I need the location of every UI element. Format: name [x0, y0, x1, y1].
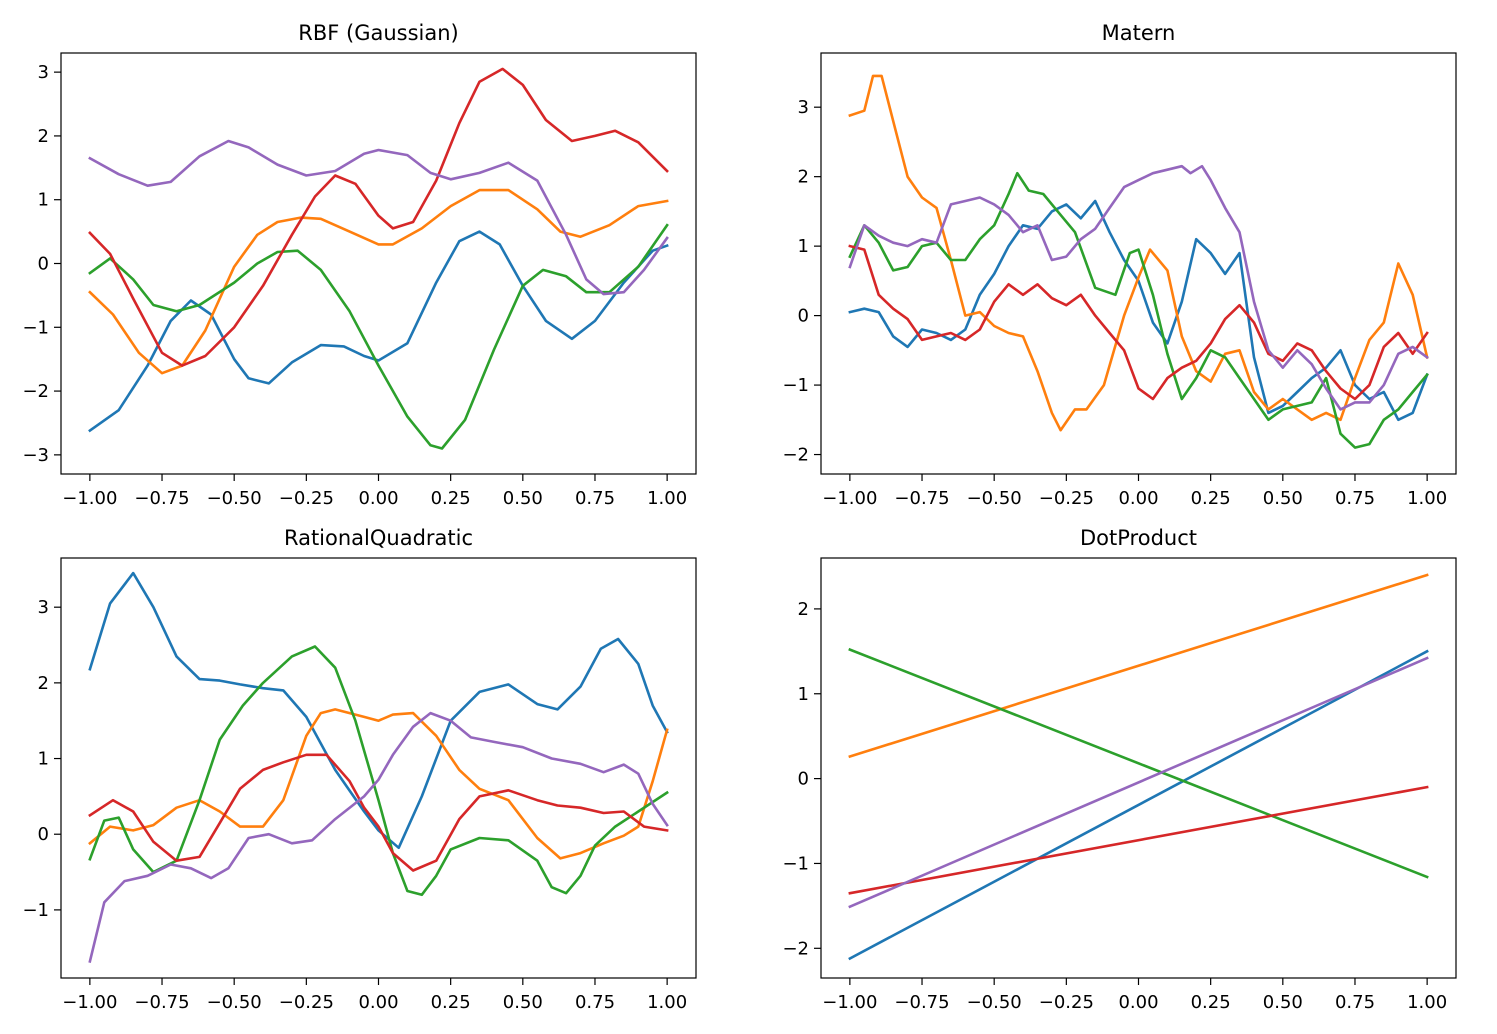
y-tick-label: 0: [38, 824, 49, 845]
series-line-2: [88, 188, 669, 375]
y-tick-label: 1: [798, 684, 809, 705]
y-tick-label: −2: [782, 445, 809, 466]
series-line-4: [848, 785, 1429, 895]
x-tick-label: −0.50: [967, 488, 1022, 509]
y-tick-label: 0: [798, 769, 809, 790]
x-tick-label: −0.75: [134, 992, 189, 1013]
y-tick-label: 2: [798, 599, 809, 620]
y-tick-label: 1: [798, 236, 809, 257]
subplot-title: RBF (Gaussian): [298, 21, 458, 45]
x-tick-label: 0.00: [358, 992, 398, 1013]
x-tick-label: 0.50: [503, 488, 543, 509]
x-tick-label: −1.00: [62, 488, 117, 509]
series-line-4: [848, 244, 1429, 401]
series-line-1: [88, 571, 669, 850]
x-tick-label: 1.00: [1407, 488, 1447, 509]
x-tick-label: 0.50: [503, 992, 543, 1013]
subplot-title: Matern: [1102, 21, 1176, 45]
x-tick-label: −0.25: [279, 488, 334, 509]
x-tick-label: 1.00: [647, 992, 687, 1013]
series-line-4: [88, 753, 669, 872]
subplot-3: −1.00 −0.75 −0.50 −0.25 0.00 0.25 0.50 0.75 1.00…: [22, 526, 697, 1013]
y-tick-label: −1: [782, 375, 809, 396]
x-tick-label: −1.00: [822, 488, 877, 509]
series-line-1: [88, 230, 669, 433]
x-tick-label: 0.75: [575, 992, 615, 1013]
x-tick-label: 0.25: [431, 488, 471, 509]
series-line-5: [88, 711, 669, 963]
y-tick-label: 0: [38, 254, 49, 275]
x-tick-label: 0.00: [1118, 488, 1158, 509]
x-tick-label: 0.25: [1191, 488, 1231, 509]
y-tick-label: −2: [22, 381, 49, 402]
x-tick-label: 0.25: [1191, 992, 1231, 1013]
subplot-1: −1.00 −0.75 −0.50 −0.25 0.00 0.25 0.50 0.75 1.00…: [22, 21, 697, 509]
x-tick-label: −0.25: [279, 992, 334, 1013]
series-line-5: [88, 139, 669, 296]
x-tick-label: 0.00: [1118, 992, 1158, 1013]
y-tick-label: −2: [782, 938, 809, 959]
subplot-4: −1.00 −0.75 −0.50 −0.25 0.00 0.25 0.50 0.75 1.00…: [782, 526, 1457, 1013]
series-line-3: [848, 647, 1429, 879]
y-tick-label: 3: [798, 97, 809, 118]
x-tick-label: −0.75: [894, 992, 949, 1013]
x-tick-label: 0.50: [1263, 488, 1303, 509]
x-tick-label: 0.25: [431, 992, 471, 1013]
x-tick-label: −0.25: [1039, 488, 1094, 509]
y-tick-label: −1: [22, 317, 49, 338]
series-line-2: [88, 708, 669, 860]
y-tick-label: −1: [782, 853, 809, 874]
subplot-title: DotProduct: [1080, 526, 1197, 550]
subplot-title: RationalQuadratic: [284, 526, 473, 550]
y-tick-label: 1: [38, 749, 49, 770]
axes-frame: [60, 557, 697, 979]
series-line-3: [88, 223, 669, 450]
series-line-4: [88, 67, 669, 367]
y-tick-label: 0: [798, 306, 809, 327]
x-tick-label: −1.00: [822, 992, 877, 1013]
axes-frame: [820, 52, 1457, 475]
y-tick-label: 3: [38, 62, 49, 83]
y-tick-label: 2: [38, 673, 49, 694]
series-line-2: [848, 573, 1429, 759]
x-tick-label: 1.00: [1407, 992, 1447, 1013]
axes-frame: [60, 52, 697, 475]
x-tick-label: −0.50: [207, 488, 262, 509]
series-line-5: [848, 656, 1429, 909]
x-tick-label: 0.00: [358, 488, 398, 509]
series-line-3: [88, 645, 669, 897]
y-tick-label: −3: [22, 445, 49, 466]
y-tick-label: 1: [38, 190, 49, 211]
series-line-1: [848, 649, 1429, 961]
axes-frame: [820, 557, 1457, 979]
x-tick-label: −0.50: [207, 992, 262, 1013]
x-tick-label: 0.50: [1263, 992, 1303, 1013]
x-tick-label: −0.50: [967, 992, 1022, 1013]
x-tick-label: −0.75: [894, 488, 949, 509]
y-tick-label: 3: [38, 597, 49, 618]
series-line-5: [848, 164, 1429, 411]
x-tick-label: 0.75: [1335, 488, 1375, 509]
x-tick-label: −0.75: [134, 488, 189, 509]
x-tick-label: −1.00: [62, 992, 117, 1013]
x-tick-label: 1.00: [647, 488, 687, 509]
x-tick-label: 0.75: [1335, 992, 1375, 1013]
y-tick-label: 2: [798, 167, 809, 188]
y-tick-label: 2: [38, 126, 49, 147]
series-line-3: [848, 171, 1429, 449]
y-tick-label: −1: [22, 900, 49, 921]
x-tick-label: −0.25: [1039, 992, 1094, 1013]
subplot-2: −1.00 −0.75 −0.50 −0.25 0.00 0.25 0.50 0.75 1.00…: [782, 21, 1457, 509]
series-line-2: [848, 74, 1429, 432]
x-tick-label: 0.75: [575, 488, 615, 509]
